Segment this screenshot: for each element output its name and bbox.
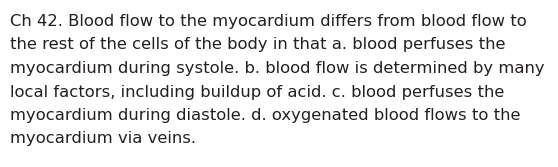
Text: myocardium during diastole. d. oxygenated blood flows to the: myocardium during diastole. d. oxygenate… <box>10 108 521 123</box>
Text: local factors, including buildup of acid. c. blood perfuses the: local factors, including buildup of acid… <box>10 85 504 100</box>
Text: the rest of the cells of the body in that a. blood perfuses the: the rest of the cells of the body in tha… <box>10 38 506 52</box>
Text: myocardium during systole. b. blood flow is determined by many: myocardium during systole. b. blood flow… <box>10 61 545 76</box>
Text: Ch 42. Blood flow to the myocardium differs from blood flow to: Ch 42. Blood flow to the myocardium diff… <box>10 14 527 29</box>
Text: myocardium via veins.: myocardium via veins. <box>10 131 196 146</box>
